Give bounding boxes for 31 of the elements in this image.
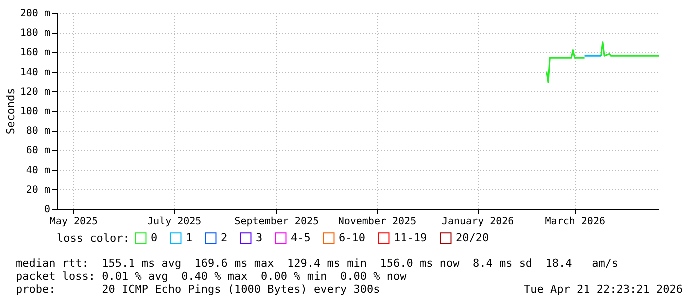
x-tick-label: September 2025 [234,216,320,228]
y-tick-label: 180 m [20,28,50,40]
legend-label: 11-19 [394,231,428,244]
text: probe: 20 ICMP Echo Pings (1000 Bytes) every 300s [16,283,380,296]
x-tick-label: May 2025 [50,216,98,228]
y-tick-label: 40 m [26,165,50,176]
x-tick-label: July 2025 [148,216,202,228]
legend-label: 0 [151,231,158,244]
x-tick-label: November 2025 [338,216,417,228]
y-tick-label: 120 m [20,86,50,98]
y-tick-label: 0 [44,204,50,216]
y-tick-label: 20 m [26,184,50,196]
y-tick-label: 80 m [26,126,50,138]
legend-label: 4-5 [291,231,311,244]
x-tick-label: March 2026 [545,216,606,228]
legend-label: 3 [256,231,263,244]
legend-label: 6-10 [339,231,366,244]
y-tick-label: 60 m [26,146,50,157]
legend-label: 20/20 [456,231,490,244]
text: median rtt: 155.1 ms avg 169.6 ms max 129.4 ms min 156.0 ms now 8.4 ms sd 18.4 am/s [15,257,620,270]
y-tick-label: 200 m [20,8,50,20]
y-tick-label: 100 m [20,106,50,118]
legend-label: 1 [186,231,193,244]
text: Tue Apr 21 22:23:21 2026 [524,283,683,296]
x-tick-label: January 2026 [442,216,514,228]
legend-label: 2 [221,231,228,244]
legend-title: loss color: [57,232,130,245]
y-tick-label: 160 m [20,48,50,59]
y-tick-label: 140 m [20,67,50,78]
y-axis-title: Seconds [4,88,18,135]
text: packet loss: 0.01 % avg 0.40 % max 0.00 % min 0.00 % now [15,270,408,283]
